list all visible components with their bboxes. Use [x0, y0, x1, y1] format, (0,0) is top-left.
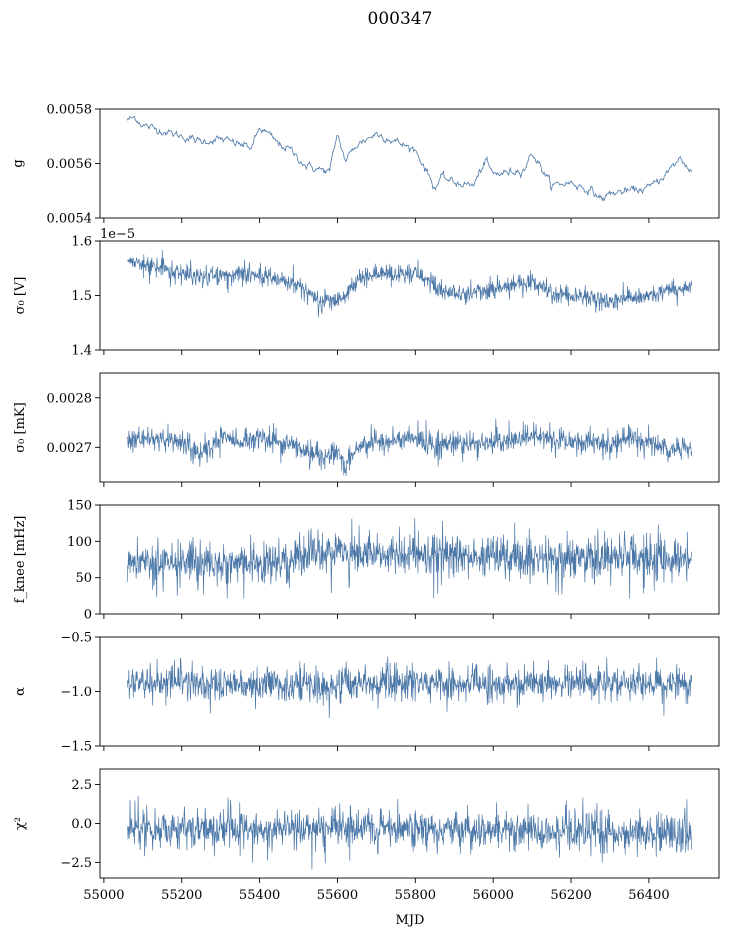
y-axis-label: f_knee [mHz]	[13, 516, 28, 604]
y-tick-label: 1.4	[71, 344, 92, 359]
y-tick-label: 0.0056	[47, 157, 93, 172]
axes-frame	[99, 240, 720, 351]
axes-frame	[99, 504, 720, 615]
series-line	[126, 518, 693, 599]
y-axis-label: σ₀ [V]	[13, 277, 28, 315]
y-axis-label: χ²	[13, 817, 28, 830]
panel-6: −2.5 0.0 2.5 55000 55200 55400 55600 55800 56000…	[13, 768, 720, 903]
x-tick-label: 55800	[395, 888, 436, 903]
panel-1: 0.0054 0.0056 0.0058 g	[11, 103, 720, 227]
y-tick-label: −1.0	[60, 685, 92, 700]
panel-3: 0.0027 0.0028 σ₀ [mK]	[13, 372, 720, 487]
offset-text: 1e−5	[100, 227, 135, 242]
y-tick-label: 0.0027	[47, 441, 93, 456]
y-axis-label: σ₀ [mK]	[13, 402, 28, 452]
x-tick-label: 55400	[239, 888, 280, 903]
panel-4: 0 50 100 150 f_knee [mHz]	[13, 499, 720, 623]
y-tick-label: 2.5	[71, 778, 92, 793]
series-line	[126, 418, 693, 476]
x-tick-label: 56000	[473, 888, 514, 903]
x-tick-label: 55200	[161, 888, 202, 903]
series-line	[126, 656, 693, 718]
panel-5: −1.5 −1.0 −0.5 α	[13, 631, 720, 755]
panel-2: 1.4 1.5 1.6 σ₀ [V] 1e−5	[13, 227, 720, 359]
y-tick-label: 1.6	[71, 235, 92, 250]
x-tick-label: 56200	[550, 888, 591, 903]
x-tick-label: 56400	[628, 888, 669, 903]
y-tick-label: 0.0054	[47, 212, 93, 227]
x-tick-label: 55000	[83, 888, 124, 903]
axes-frame	[99, 108, 720, 219]
series-line	[126, 796, 693, 870]
y-tick-label: 50	[75, 571, 92, 586]
y-tick-label: −1.5	[60, 740, 92, 755]
y-tick-label: 0	[84, 608, 92, 623]
y-axis-label: g	[11, 159, 26, 167]
series-line	[126, 115, 693, 202]
y-tick-label: 1.5	[71, 289, 92, 304]
y-tick-label: −0.5	[60, 631, 92, 646]
axes-frame	[99, 636, 720, 747]
y-axis-label: α	[13, 687, 28, 696]
series-line	[127, 250, 693, 318]
x-tick-label: 55600	[317, 888, 358, 903]
y-tick-label: 0.0028	[47, 391, 93, 406]
y-tick-label: 150	[67, 499, 92, 514]
figure-title: 000347	[368, 9, 433, 29]
y-tick-label: 0.0058	[47, 103, 93, 118]
y-tick-label: 0.0	[71, 817, 92, 832]
y-tick-label: 100	[67, 535, 92, 550]
axes-frame	[99, 372, 720, 483]
y-tick-label: −2.5	[60, 856, 92, 871]
x-axis-label: MJD	[396, 913, 425, 928]
